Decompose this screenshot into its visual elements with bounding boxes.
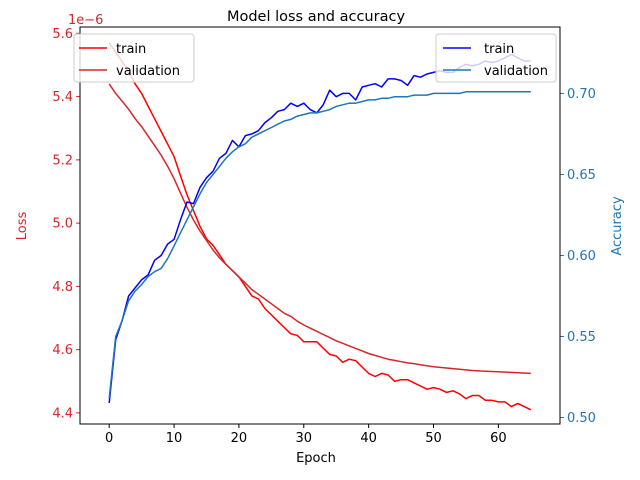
- accuracy-validation-line: [108, 91, 531, 399]
- x-tick-label: 20: [231, 431, 248, 446]
- left-axis-scale-note: 1e−6: [68, 13, 103, 28]
- left-tick-label: 5.6: [52, 27, 73, 42]
- left-tick-label: 5.0: [52, 217, 73, 232]
- left-axis-label: Loss: [15, 212, 30, 241]
- left-tick-label: 4.6: [52, 343, 73, 358]
- x-tick-label: 10: [166, 431, 183, 446]
- legend-right-validation-label: validation: [484, 64, 548, 79]
- left-tick-label: 4.4: [52, 406, 73, 421]
- legend-left-train-label: train: [116, 42, 146, 57]
- left-tick-label: 5.2: [52, 153, 73, 168]
- loss-train-line: [108, 42, 532, 411]
- left-axis-ticks: 4.4 4.6 4.8 5.0 5.2 5.4 5.6: [52, 27, 80, 421]
- legend-right: train validation: [435, 33, 557, 83]
- right-tick-label: 0.55: [567, 330, 596, 345]
- right-tick-label: 0.60: [567, 249, 596, 264]
- right-tick-label: 0.70: [567, 87, 596, 102]
- x-axis-label: Epoch: [296, 451, 336, 466]
- chart-title: Model loss and accuracy: [227, 9, 405, 25]
- legend-right-train-label: train: [484, 42, 514, 57]
- legend-left: train validation: [73, 33, 195, 83]
- right-axis-label: Accuracy: [610, 196, 625, 256]
- right-axis-ticks: 0.50 0.55 0.60 0.65 0.70: [560, 87, 596, 426]
- x-tick-label: 0: [105, 431, 113, 446]
- plot-frame: [79, 26, 561, 425]
- x-tick-label: 50: [425, 431, 442, 446]
- x-axis-ticks: 0 10 20 30 40 50 60: [105, 424, 507, 446]
- left-tick-label: 5.4: [52, 90, 73, 105]
- x-tick-label: 60: [490, 431, 507, 446]
- x-tick-label: 40: [360, 431, 377, 446]
- loss-validation-line: [108, 83, 531, 375]
- right-tick-label: 0.65: [567, 168, 596, 183]
- left-tick-label: 4.8: [52, 280, 73, 295]
- right-tick-label: 0.50: [567, 411, 596, 426]
- legend-left-validation-label: validation: [116, 64, 180, 79]
- x-tick-label: 30: [296, 431, 313, 446]
- series-layer: [108, 42, 532, 411]
